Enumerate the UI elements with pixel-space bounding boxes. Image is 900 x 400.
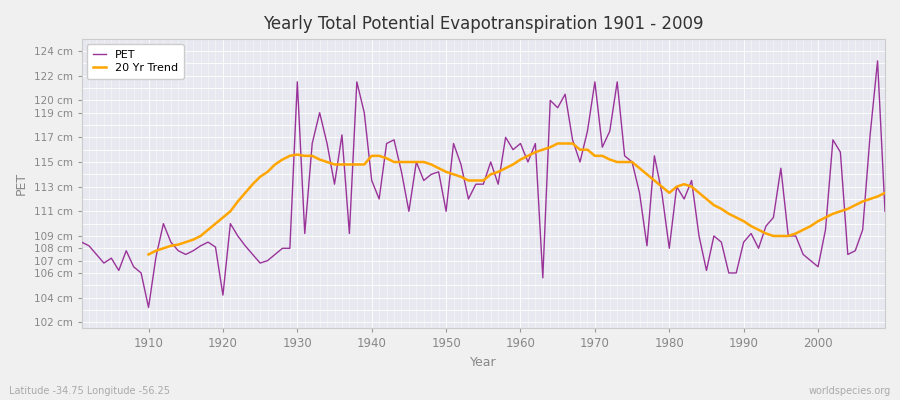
PET [879,209,890,214]
20 Yr Trend [850,203,860,208]
20 Yr Trend [314,157,325,162]
PET [515,141,526,146]
20 Yr Trend [827,211,838,216]
X-axis label: Year: Year [470,356,497,369]
Line: PET: PET [82,61,885,308]
PET [307,141,318,146]
20 Yr Trend [879,190,890,195]
Text: worldspecies.org: worldspecies.org [809,386,891,396]
20 Yr Trend [284,154,295,158]
20 Yr Trend [590,154,600,158]
Legend: PET, 20 Yr Trend: PET, 20 Yr Trend [87,44,184,79]
PET [351,80,362,84]
PET [143,305,154,310]
PET [612,80,623,84]
Line: 20 Yr Trend: 20 Yr Trend [148,144,885,254]
PET [76,240,87,244]
20 Yr Trend [553,141,563,146]
Text: Latitude -34.75 Longitude -56.25: Latitude -34.75 Longitude -56.25 [9,386,170,396]
20 Yr Trend [143,252,154,257]
Title: Yearly Total Potential Evapotranspiration 1901 - 2009: Yearly Total Potential Evapotranspiratio… [263,15,704,33]
Y-axis label: PET: PET [15,172,28,195]
PET [136,270,147,275]
PET [872,58,883,63]
PET [523,160,534,164]
20 Yr Trend [523,154,534,158]
